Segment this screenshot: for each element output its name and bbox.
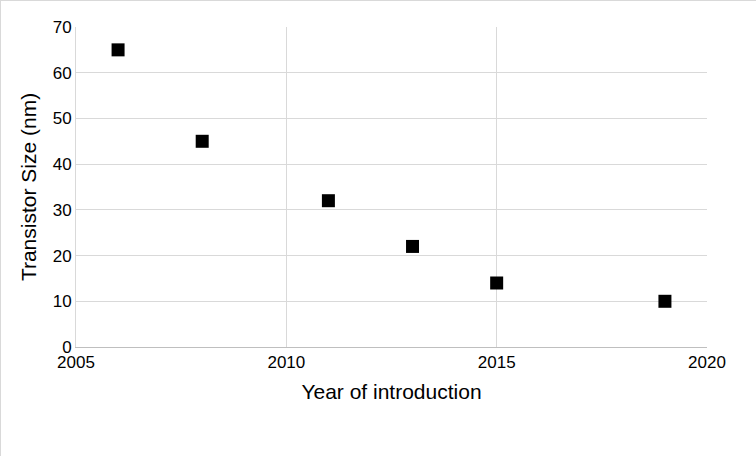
svg-text:40: 40 (53, 155, 72, 174)
svg-text:2015: 2015 (478, 353, 516, 372)
svg-text:70: 70 (53, 18, 72, 37)
svg-text:0: 0 (62, 338, 71, 357)
svg-text:Year of introduction: Year of introduction (301, 380, 481, 403)
svg-text:2005: 2005 (57, 353, 95, 372)
svg-text:10: 10 (53, 292, 72, 311)
svg-text:20: 20 (53, 247, 72, 266)
svg-text:60: 60 (53, 64, 72, 83)
svg-text:50: 50 (53, 109, 72, 128)
svg-text:30: 30 (53, 201, 72, 220)
svg-text:2020: 2020 (688, 353, 726, 372)
svg-text:Transistor Size (nm): Transistor Size (nm) (17, 93, 40, 281)
svg-text:2010: 2010 (267, 353, 305, 372)
